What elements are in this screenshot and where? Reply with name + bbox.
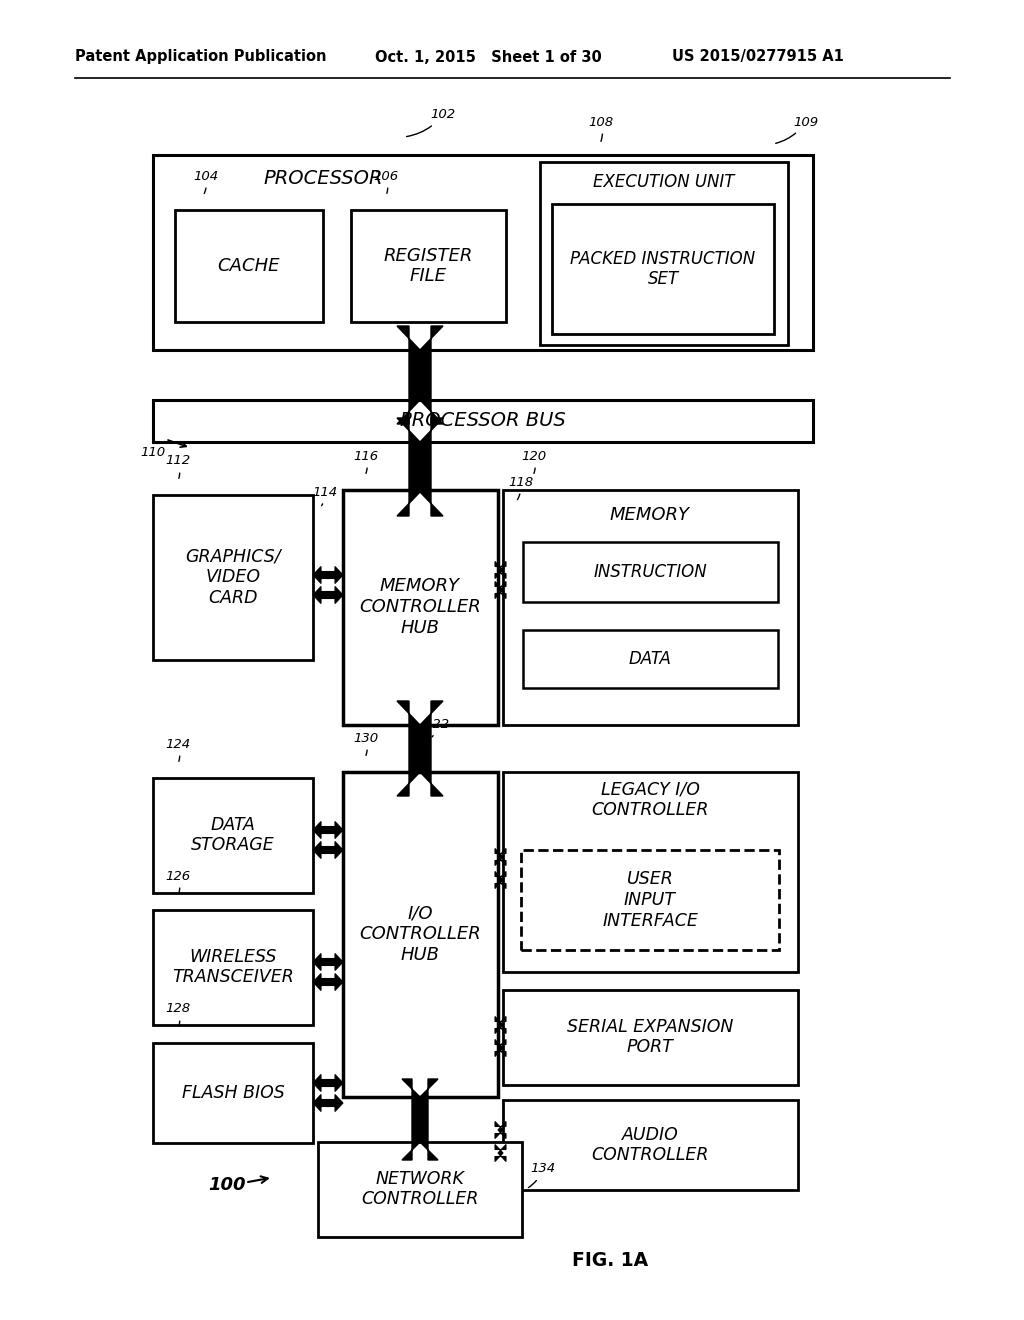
Text: MEMORY: MEMORY xyxy=(610,506,690,524)
Bar xyxy=(523,543,778,602)
Bar xyxy=(503,990,798,1085)
Text: Oct. 1, 2015   Sheet 1 of 30: Oct. 1, 2015 Sheet 1 of 30 xyxy=(375,49,602,65)
Bar xyxy=(153,495,313,660)
Polygon shape xyxy=(495,1144,506,1162)
Text: 104: 104 xyxy=(193,169,218,194)
Text: MEMORY
CONTROLLER
HUB: MEMORY CONTROLLER HUB xyxy=(359,577,481,636)
Text: AUDIO
CONTROLLER: AUDIO CONTROLLER xyxy=(591,1126,709,1164)
Bar xyxy=(521,850,779,950)
Polygon shape xyxy=(397,326,443,424)
Text: PROCESSOR: PROCESSOR xyxy=(263,169,383,189)
Polygon shape xyxy=(313,566,343,583)
Bar xyxy=(153,777,313,894)
Text: PACKED INSTRUCTION
SET: PACKED INSTRUCTION SET xyxy=(570,249,756,288)
Polygon shape xyxy=(397,418,443,516)
Text: DATA: DATA xyxy=(629,649,672,668)
Polygon shape xyxy=(313,586,343,603)
Text: 114: 114 xyxy=(312,486,337,506)
Polygon shape xyxy=(313,1094,343,1111)
Text: 122: 122 xyxy=(424,718,450,737)
Polygon shape xyxy=(495,871,506,888)
Polygon shape xyxy=(495,1122,506,1138)
Bar xyxy=(343,772,498,1097)
Text: GRAPHICS/
VIDEO
CARD: GRAPHICS/ VIDEO CARD xyxy=(185,548,281,607)
Text: USER
INPUT
INTERFACE: USER INPUT INTERFACE xyxy=(602,870,698,929)
Bar xyxy=(153,400,813,442)
Bar xyxy=(503,772,798,972)
Polygon shape xyxy=(495,849,506,866)
Polygon shape xyxy=(402,1078,438,1160)
Polygon shape xyxy=(313,953,343,970)
Text: 112: 112 xyxy=(165,454,190,478)
Bar xyxy=(351,210,506,322)
Polygon shape xyxy=(495,1016,506,1034)
Text: NETWORK
CONTROLLER: NETWORK CONTROLLER xyxy=(361,1170,479,1208)
Text: LEGACY I/O
CONTROLLER: LEGACY I/O CONTROLLER xyxy=(591,780,709,820)
Bar xyxy=(318,1142,522,1237)
Bar xyxy=(153,154,813,350)
Text: 124: 124 xyxy=(165,738,190,762)
Text: 116: 116 xyxy=(353,450,378,474)
Text: 108: 108 xyxy=(588,116,613,141)
Text: WIRELESS
TRANSCEIVER: WIRELESS TRANSCEIVER xyxy=(172,948,294,986)
Polygon shape xyxy=(495,582,506,598)
Bar xyxy=(503,490,798,725)
Text: EXECUTION UNIT: EXECUTION UNIT xyxy=(593,173,734,191)
Text: FLASH BIOS: FLASH BIOS xyxy=(181,1084,285,1102)
Text: REGISTER
FILE: REGISTER FILE xyxy=(383,247,473,285)
Bar xyxy=(175,210,323,322)
Text: 109: 109 xyxy=(776,116,818,144)
Bar xyxy=(540,162,788,345)
Text: INSTRUCTION: INSTRUCTION xyxy=(593,564,707,581)
Text: SERIAL EXPANSION
PORT: SERIAL EXPANSION PORT xyxy=(567,1018,733,1056)
Text: PROCESSOR BUS: PROCESSOR BUS xyxy=(400,412,566,430)
Polygon shape xyxy=(397,701,443,796)
Text: 118: 118 xyxy=(508,475,534,500)
Text: 130: 130 xyxy=(353,731,378,755)
Text: 126: 126 xyxy=(165,870,190,894)
Text: I/O
CONTROLLER
HUB: I/O CONTROLLER HUB xyxy=(359,904,481,964)
Bar xyxy=(153,1043,313,1143)
Polygon shape xyxy=(313,1074,343,1092)
Text: 100: 100 xyxy=(208,1176,246,1195)
Bar xyxy=(343,490,498,725)
Text: 128: 128 xyxy=(165,1002,190,1027)
Bar xyxy=(153,909,313,1026)
Polygon shape xyxy=(495,561,506,578)
Text: 102: 102 xyxy=(407,108,456,136)
Text: DATA
STORAGE: DATA STORAGE xyxy=(191,816,274,854)
Text: CACHE: CACHE xyxy=(218,257,281,275)
Text: 106: 106 xyxy=(373,169,398,193)
Text: 110: 110 xyxy=(140,446,165,459)
Bar xyxy=(552,205,774,334)
Polygon shape xyxy=(313,821,343,838)
Polygon shape xyxy=(495,1040,506,1056)
Text: Patent Application Publication: Patent Application Publication xyxy=(75,49,327,65)
Polygon shape xyxy=(313,842,343,858)
Text: FIG. 1A: FIG. 1A xyxy=(572,1250,648,1270)
Bar xyxy=(503,1100,798,1191)
Polygon shape xyxy=(313,974,343,990)
Text: 134: 134 xyxy=(528,1163,555,1188)
Text: 120: 120 xyxy=(521,450,546,474)
Bar xyxy=(523,630,778,688)
Text: US 2015/0277915 A1: US 2015/0277915 A1 xyxy=(672,49,844,65)
